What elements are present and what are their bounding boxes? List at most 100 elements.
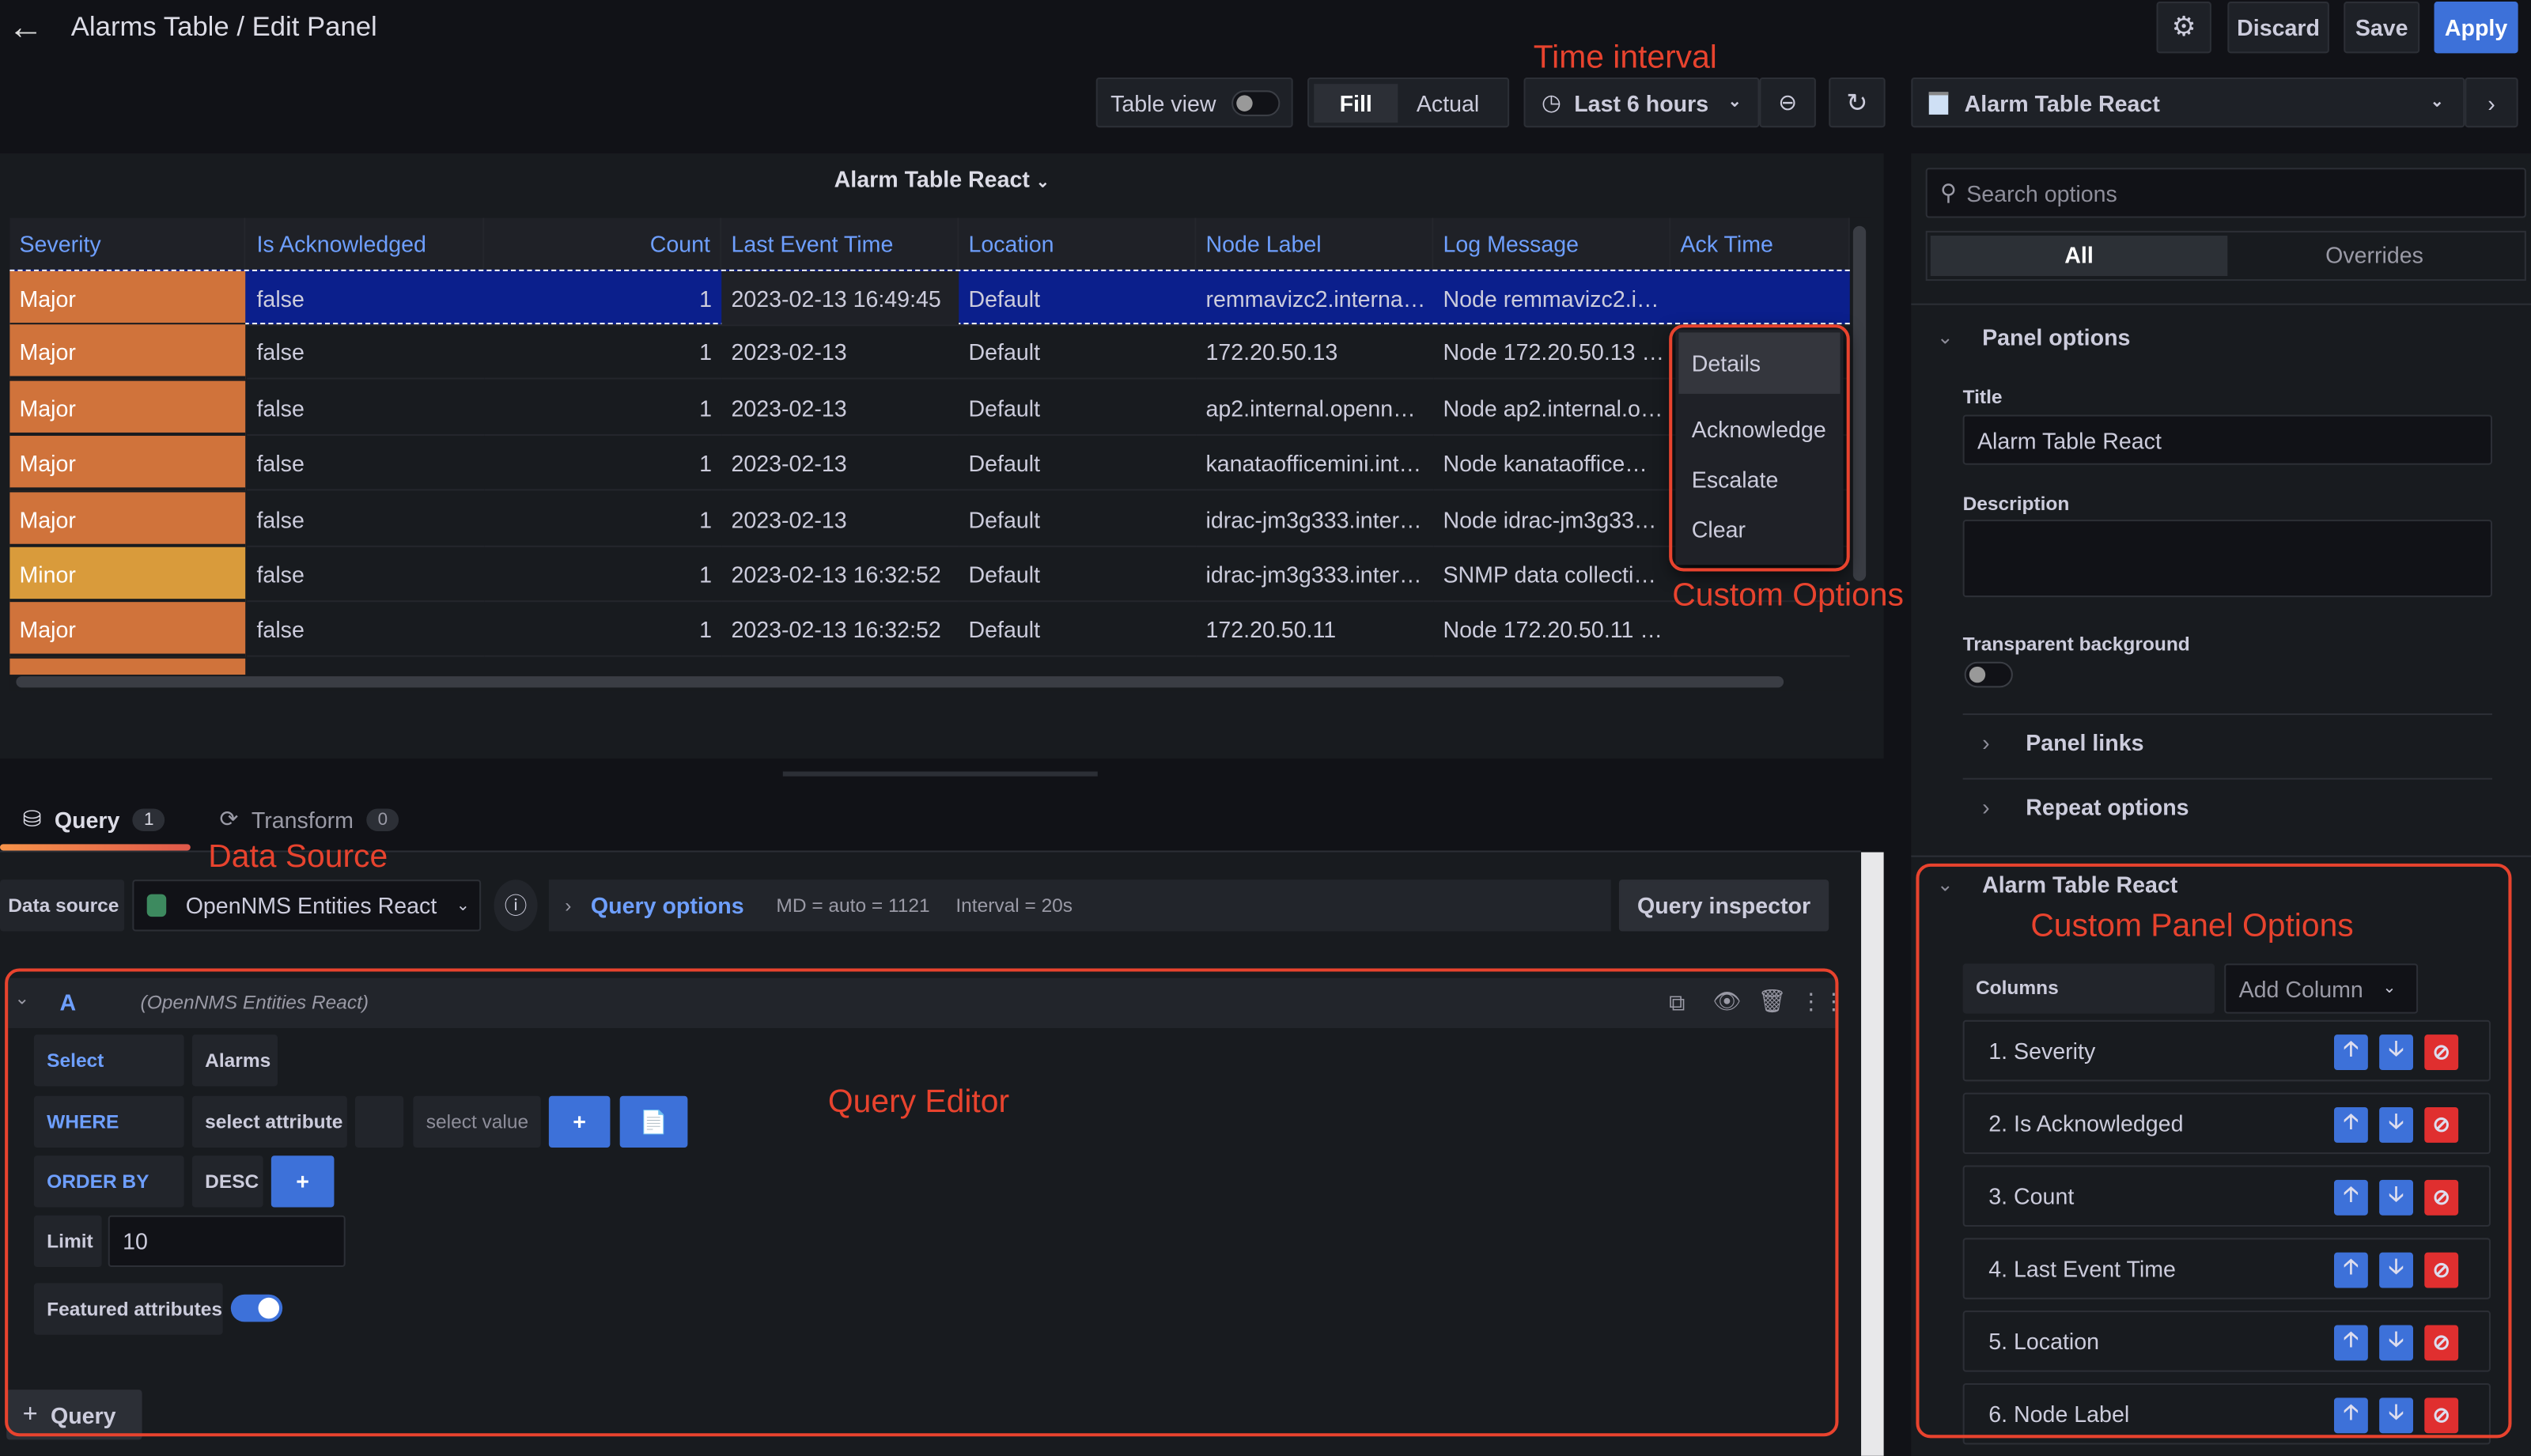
add-column-dropdown[interactable]: Add Column ⌄ (2224, 963, 2419, 1014)
query-datasource-name: (OpenNMS Entities React) (140, 991, 369, 1014)
query-inspector-button[interactable]: Query inspector (1618, 879, 1829, 932)
data-source-label: Data source (0, 879, 125, 932)
remove-column-icon[interactable]: ⊘ (2424, 1106, 2459, 1143)
custom-options-header[interactable]: Alarm Table React (1982, 872, 2178, 898)
refresh-icon[interactable]: ↻ (1829, 77, 1886, 128)
query-ref-id[interactable]: A (59, 989, 77, 1015)
move-down-arrow-icon[interactable]: 🡣 (2379, 1397, 2413, 1434)
move-down-arrow-icon[interactable]: 🡣 (2379, 1325, 2413, 1361)
move-up-arrow-icon[interactable]: 🡡 (2333, 1325, 2368, 1361)
transparent-background-toggle[interactable] (1964, 661, 2013, 688)
column-item: 2. Is Acknowledged 🡡 🡣 ⊘ (1962, 1092, 2491, 1155)
visualization-picker[interactable]: Alarm Table React ⌄ (1911, 77, 2465, 128)
discard-button[interactable]: Discard (2227, 2, 2329, 54)
column-header[interactable]: Is Acknowledged (247, 217, 485, 270)
chevron-right-icon[interactable]: › (1982, 729, 1990, 756)
toggle-visibility-eye-icon[interactable]: 👁 (1712, 987, 1742, 1014)
chevron-right-icon[interactable]: › (1982, 794, 1990, 820)
column-name: 5. Location (1988, 1328, 2100, 1355)
chevron-down-icon[interactable]: ⌄ (1936, 326, 1954, 349)
column-header[interactable]: Ack Time (1670, 217, 1850, 270)
table-view-toggle[interactable]: Table view (1095, 77, 1293, 128)
description-textarea[interactable] (1962, 520, 2492, 598)
move-down-arrow-icon[interactable]: 🡣 (2379, 1252, 2413, 1288)
add-where-plus-icon[interactable]: + (548, 1095, 611, 1148)
table-row[interactable]: Major false 1 2023-02-13 Default kanataoffice… (9, 436, 1850, 491)
apply-button[interactable]: Apply (2434, 2, 2518, 54)
delete-trash-icon[interactable]: 🗑 (1757, 987, 1787, 1014)
toggle-switch[interactable] (1231, 89, 1281, 115)
remove-column-icon[interactable]: ⊘ (2424, 1325, 2459, 1361)
zoom-out-icon[interactable]: ⊖ (1759, 77, 1816, 128)
time-range-picker[interactable]: ◷ Last 6 hours ⌄ (1523, 77, 1760, 128)
menu-item-clear[interactable]: Clear (1691, 516, 1746, 543)
limit-input[interactable]: 10 (108, 1215, 346, 1268)
table-row-selected[interactable]: Major false 1 2023-02-13 16:49:45 Default rem… (9, 269, 1850, 327)
back-arrow-icon[interactable]: ← (8, 6, 44, 47)
remove-column-icon[interactable]: ⊘ (2424, 1397, 2459, 1434)
column-header[interactable]: Count (484, 217, 722, 270)
move-down-arrow-icon[interactable]: 🡣 (2379, 1179, 2413, 1216)
remove-column-icon[interactable]: ⊘ (2424, 1034, 2459, 1071)
tab-transform[interactable]: ⟳ Transform 0 (220, 805, 399, 833)
order-direction[interactable]: DESC (191, 1155, 263, 1208)
remove-column-icon[interactable]: ⊘ (2424, 1179, 2459, 1216)
vertical-scrollbar[interactable] (1852, 225, 1867, 581)
resize-handle[interactable] (782, 771, 1098, 777)
featured-attributes-toggle[interactable] (230, 1294, 283, 1322)
add-order-plus-icon[interactable]: + (271, 1155, 335, 1208)
move-down-arrow-icon[interactable]: 🡣 (2379, 1034, 2413, 1071)
add-query-button[interactable]: + Query (6, 1390, 142, 1440)
menu-item-acknowledge[interactable]: Acknowledge (1691, 416, 1826, 443)
remove-column-icon[interactable]: ⊘ (2424, 1252, 2459, 1288)
table-row[interactable]: Minor false 1 2023-02-13 16:32:52 Default idr… (9, 546, 1850, 603)
select-attribute-dropdown[interactable]: select attribute (191, 1095, 347, 1148)
collapse-options-button[interactable]: › (2465, 77, 2518, 128)
column-header[interactable]: Node Label (1196, 217, 1434, 270)
table-row[interactable]: Major false 1 2023-02-13 Default ap2.internal… (9, 380, 1850, 436)
table-row[interactable]: Major false 1 2023-02-13 16:32:52 Default 172… (9, 603, 1850, 658)
data-source-picker[interactable]: OpenNMS Entities React ⌄ (132, 879, 482, 932)
settings-gear-icon[interactable]: ⚙ (2156, 2, 2211, 54)
move-down-arrow-icon[interactable]: 🡣 (2379, 1106, 2413, 1143)
move-up-arrow-icon[interactable]: 🡡 (2333, 1252, 2368, 1288)
tab-query[interactable]: ⛁ Query 1 (23, 805, 165, 833)
panel-title[interactable]: Alarm Table React ⌄ (0, 166, 1884, 192)
chevron-down-icon[interactable]: ⌄ (1936, 873, 1954, 896)
column-header[interactable]: Log Message (1433, 217, 1671, 270)
query-options-link[interactable]: Query options (590, 892, 744, 919)
save-button[interactable]: Save (2344, 2, 2420, 54)
panel-links-header[interactable]: Panel links (2026, 729, 2144, 756)
search-options-input[interactable]: ⚲ Search options (1925, 168, 2526, 218)
column-header[interactable]: Severity (9, 217, 246, 270)
title-input[interactable]: Alarm Table React (1962, 414, 2492, 465)
horizontal-scrollbar[interactable] (16, 676, 1784, 688)
table-row[interactable]: Major false 1 2023-02-13 Default idrac-jm3g33… (9, 491, 1850, 547)
menu-item-escalate[interactable]: Escalate (1691, 466, 1779, 493)
help-icon[interactable]: ⓘ (494, 879, 538, 932)
move-up-arrow-icon[interactable]: 🡡 (2333, 1034, 2368, 1071)
file-icon[interactable]: 📄 (619, 1095, 688, 1148)
table-cell: Node ap2.internal.o… (1433, 380, 1671, 436)
menu-item-details[interactable]: Details (1678, 332, 1841, 394)
column-header[interactable]: Last Event Time (721, 217, 959, 270)
plus-icon: + (22, 1400, 38, 1428)
operator-dropdown[interactable] (354, 1095, 404, 1148)
select-value-dropdown[interactable]: select value (413, 1095, 541, 1148)
move-up-arrow-icon[interactable]: 🡡 (2333, 1397, 2368, 1434)
tab-all[interactable]: All (1930, 235, 2228, 276)
tab-overrides[interactable]: Overrides (2325, 242, 2423, 268)
repeat-options-header[interactable]: Repeat options (2026, 794, 2189, 820)
query-options-bar[interactable]: › Query options MD = auto = 1121 Interva… (548, 879, 1611, 932)
collapse-chevron-icon[interactable]: ⌄ (14, 989, 30, 1009)
duplicate-query-icon[interactable]: ⧉ (1669, 989, 1685, 1015)
fill-button[interactable]: Fill (1314, 83, 1398, 123)
actual-button[interactable]: Actual (1416, 89, 1480, 115)
table-cell: Node kanataoffice… (1433, 436, 1671, 491)
table-row[interactable]: Major false 1 2023-02-13 Default 172.20.50.13… (9, 324, 1850, 380)
select-entity[interactable]: Alarms (191, 1034, 278, 1087)
move-up-arrow-icon[interactable]: 🡡 (2333, 1106, 2368, 1143)
column-header[interactable]: Location (959, 217, 1197, 270)
move-up-arrow-icon[interactable]: 🡡 (2333, 1179, 2368, 1216)
panel-options-header[interactable]: Panel options (1982, 324, 2131, 350)
